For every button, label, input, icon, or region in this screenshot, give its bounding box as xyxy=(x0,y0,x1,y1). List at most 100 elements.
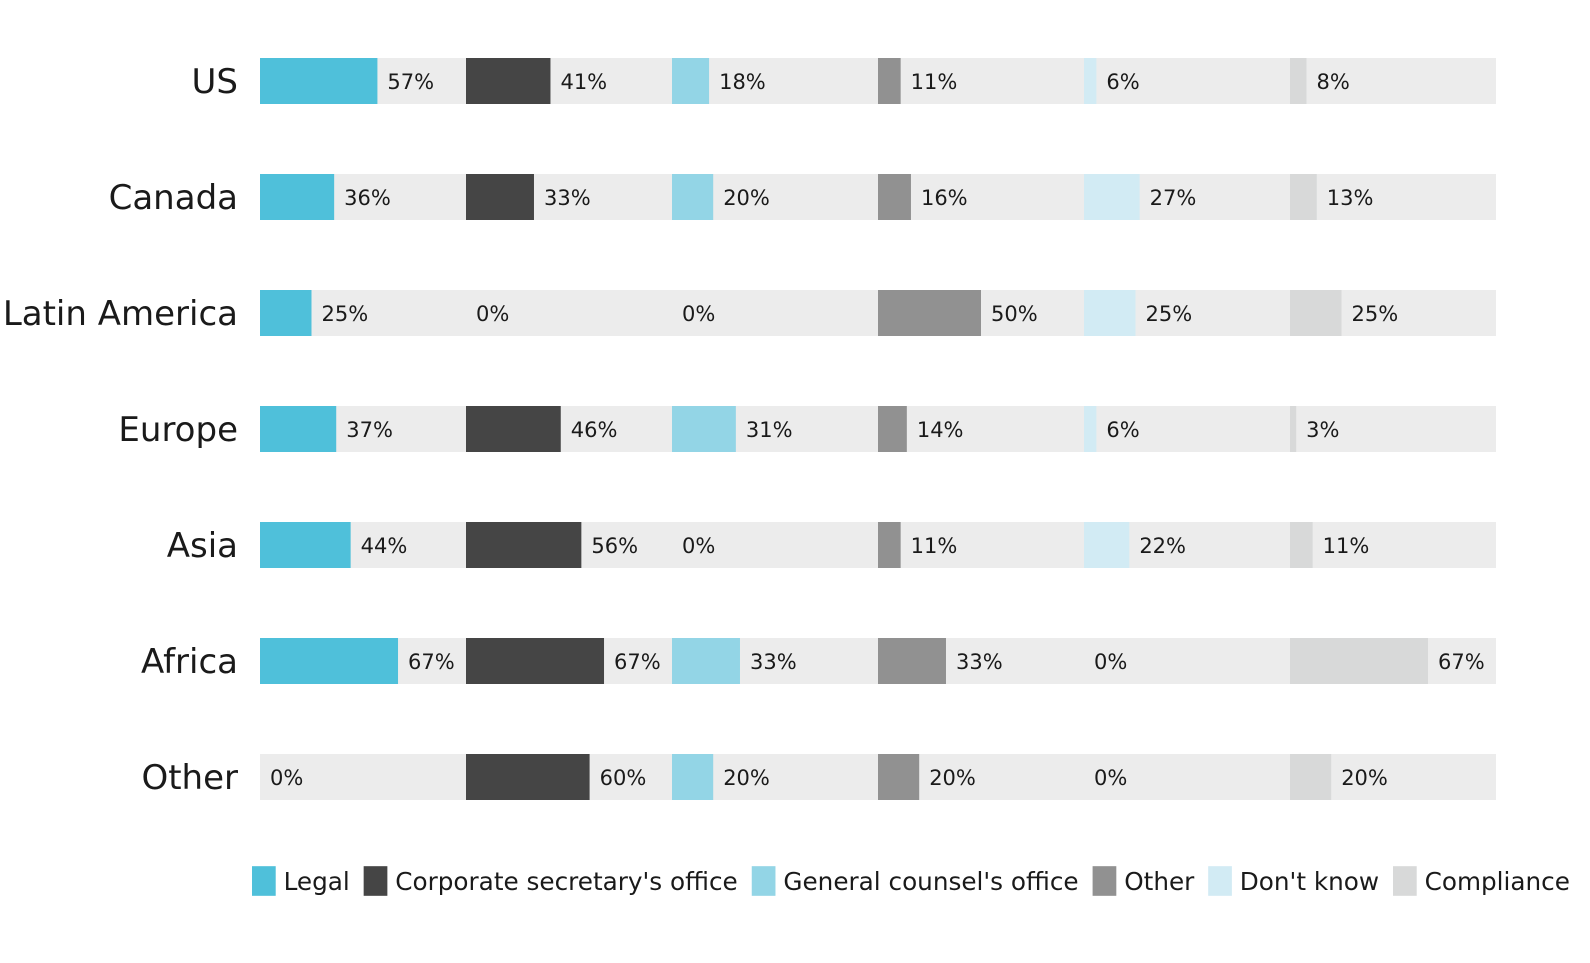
value-label-compliance-other: 20% xyxy=(1341,766,1388,790)
value-label-general-counsel-s-office-latin-america: 0% xyxy=(682,302,715,326)
legend-label: Other xyxy=(1124,867,1195,896)
bar-legal-latin-america xyxy=(260,290,312,336)
bar-other-other xyxy=(878,754,920,800)
bar-legal-asia xyxy=(260,522,351,568)
legend-swatch xyxy=(1393,866,1417,896)
value-label-other-latin-america: 50% xyxy=(991,302,1038,326)
value-label-other-europe: 14% xyxy=(917,418,964,442)
bar-track xyxy=(878,406,1084,452)
bar-compliance-latin-america xyxy=(1290,290,1342,336)
bar-corporate-secretary-s-office-canada xyxy=(466,174,534,220)
legend-label: Corporate secretary's office xyxy=(395,867,737,896)
value-label-other-us: 11% xyxy=(911,70,958,94)
bar-track xyxy=(1290,174,1496,220)
bar-corporate-secretary-s-office-africa xyxy=(466,638,605,684)
bar-general-counsel-s-office-europe xyxy=(672,406,736,452)
row-asia: Asia 44% 56% 0% 11% 22% 11% xyxy=(167,522,1496,568)
value-label-don-t-know-latin-america: 25% xyxy=(1146,302,1193,326)
region-label-canada: Canada xyxy=(109,178,238,218)
value-label-compliance-us: 8% xyxy=(1316,70,1349,94)
value-label-don-t-know-us: 6% xyxy=(1106,70,1139,94)
value-label-corporate-secretary-s-office-latin-america: 0% xyxy=(476,302,509,326)
region-label-asia: Asia xyxy=(167,526,238,566)
bar-legal-europe xyxy=(260,406,337,452)
bar-legal-us xyxy=(260,58,378,104)
bar-track xyxy=(672,522,878,568)
bar-compliance-asia xyxy=(1290,522,1313,568)
value-label-compliance-asia: 11% xyxy=(1323,534,1370,558)
region-label-us: US xyxy=(192,62,238,102)
bar-don-t-know-asia xyxy=(1084,522,1130,568)
value-label-legal-us: 57% xyxy=(387,70,434,94)
legend-label: General counsel's office xyxy=(783,867,1078,896)
row-africa: Africa 67% 67% 33% 33% 0% 67% xyxy=(141,638,1496,684)
bar-compliance-africa xyxy=(1290,638,1429,684)
legend-swatch xyxy=(751,866,776,896)
bar-compliance-us xyxy=(1290,58,1307,104)
bar-track xyxy=(878,174,1084,220)
value-label-general-counsel-s-office-asia: 0% xyxy=(682,534,715,558)
value-label-legal-latin-america: 25% xyxy=(322,302,369,326)
bar-track xyxy=(1290,58,1496,104)
bar-legal-canada xyxy=(260,174,335,220)
bar-corporate-secretary-s-office-asia xyxy=(466,522,582,568)
bar-general-counsel-s-office-other xyxy=(672,754,714,800)
value-label-don-t-know-asia: 22% xyxy=(1139,534,1186,558)
bar-other-us xyxy=(878,58,901,104)
value-label-corporate-secretary-s-office-africa: 67% xyxy=(614,650,661,674)
value-label-other-other: 20% xyxy=(929,766,976,790)
bar-general-counsel-s-office-canada xyxy=(672,174,714,220)
legend-item-other: Other xyxy=(1092,866,1195,896)
value-label-other-canada: 16% xyxy=(921,186,968,210)
bar-track xyxy=(260,754,466,800)
value-label-corporate-secretary-s-office-us: 41% xyxy=(560,70,607,94)
legend-item-legal: Legal xyxy=(252,866,350,896)
value-label-general-counsel-s-office-us: 18% xyxy=(719,70,766,94)
legend-label: Legal xyxy=(284,867,350,896)
row-us: US 57% 41% 18% 11% 6% 8% xyxy=(192,58,1496,104)
bar-compliance-other xyxy=(1290,754,1332,800)
value-label-don-t-know-other: 0% xyxy=(1094,766,1127,790)
bar-other-asia xyxy=(878,522,901,568)
value-label-general-counsel-s-office-other: 20% xyxy=(723,766,770,790)
bar-corporate-secretary-s-office-europe xyxy=(466,406,561,452)
bar-don-t-know-canada xyxy=(1084,174,1140,220)
bar-track xyxy=(1084,58,1290,104)
legend-item-compliance: Compliance xyxy=(1393,866,1570,896)
value-label-general-counsel-s-office-africa: 33% xyxy=(750,650,797,674)
region-label-latin-america: Latin America xyxy=(3,294,238,334)
value-label-don-t-know-canada: 27% xyxy=(1150,186,1197,210)
value-label-compliance-latin-america: 25% xyxy=(1352,302,1399,326)
region-label-europe: Europe xyxy=(118,410,238,450)
row-canada: Canada 36% 33% 20% 16% 27% 13% xyxy=(109,174,1496,220)
bar-don-t-know-us xyxy=(1084,58,1097,104)
value-label-don-t-know-africa: 0% xyxy=(1094,650,1127,674)
bar-other-canada xyxy=(878,174,911,220)
value-label-other-asia: 11% xyxy=(911,534,958,558)
legend-item-general-counsel-s-office: General counsel's office xyxy=(751,866,1079,896)
bar-track xyxy=(1084,754,1290,800)
bar-general-counsel-s-office-us xyxy=(672,58,710,104)
region-label-africa: Africa xyxy=(141,642,238,682)
bar-compliance-canada xyxy=(1290,174,1317,220)
value-label-legal-asia: 44% xyxy=(361,534,408,558)
bar-don-t-know-europe xyxy=(1084,406,1097,452)
value-label-legal-other: 0% xyxy=(270,766,303,790)
value-label-compliance-canada: 13% xyxy=(1327,186,1374,210)
value-label-corporate-secretary-s-office-asia: 56% xyxy=(591,534,638,558)
bar-don-t-know-latin-america xyxy=(1084,290,1136,336)
value-label-general-counsel-s-office-canada: 20% xyxy=(723,186,770,210)
legend-swatch xyxy=(1092,866,1117,896)
region-label-other: Other xyxy=(141,758,238,798)
bar-other-europe xyxy=(878,406,907,452)
value-label-legal-europe: 37% xyxy=(346,418,393,442)
legend-item-corporate-secretary-s-office: Corporate secretary's office xyxy=(363,866,738,896)
value-label-compliance-europe: 3% xyxy=(1306,418,1339,442)
value-label-general-counsel-s-office-europe: 31% xyxy=(746,418,793,442)
value-label-don-t-know-europe: 6% xyxy=(1106,418,1139,442)
value-label-compliance-africa: 67% xyxy=(1438,650,1485,674)
legend-swatch xyxy=(1208,866,1232,896)
bar-general-counsel-s-office-africa xyxy=(672,638,740,684)
bar-legal-africa xyxy=(260,638,399,684)
